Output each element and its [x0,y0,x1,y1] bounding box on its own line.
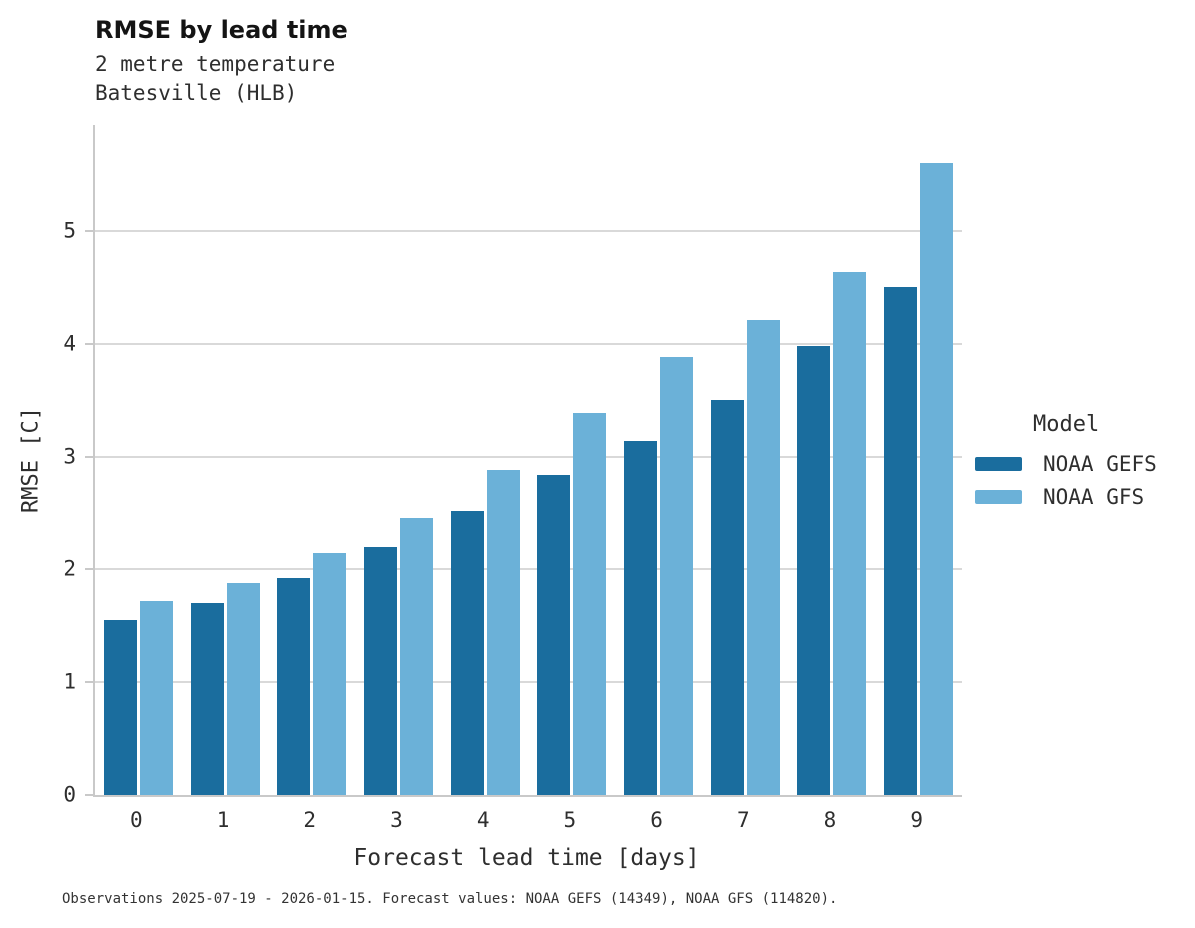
bar-group-lead-7 [702,125,789,795]
x-tick-label-7: 7 [736,808,750,832]
bar-noaa-gefs-lead-1 [190,603,224,795]
x-tick-labels: 0 1 2 3 4 5 6 7 8 9 [93,808,960,833]
bar-group-lead-9 [875,125,962,795]
x-tick-label-0: 0 [130,808,143,832]
bar-noaa-gfs-lead-8 [833,271,867,795]
bar-noaa-gefs-lead-8 [797,346,831,795]
gridline-y-3 [95,455,962,458]
footer-caption: Observations 2025-07-19 - 2026-01-15. Fo… [62,891,838,907]
y-tick-label-5: 5 [63,218,76,243]
x-tick-label-2: 2 [303,808,317,832]
y-axis: 0 1 2 3 4 5 [0,125,93,805]
y-tick-label-3: 3 [63,444,76,469]
bar-noaa-gefs-lead-2 [277,578,311,795]
bar-group-lead-4 [442,125,529,795]
bar-noaa-gfs-lead-0 [139,601,173,795]
x-tick-label-3: 3 [390,808,403,832]
bar-group-lead-5 [529,125,616,795]
y-tick-mark-1 [85,681,93,684]
y-tick-mark-0 [85,794,93,796]
legend-entry-gfs: NOAA GFS [975,480,1190,513]
legend-entry-gefs: NOAA GEFS [975,447,1190,480]
bar-noaa-gfs-lead-7 [746,320,780,795]
legend-label-gfs: NOAA GFS [1043,484,1145,509]
gridline-y-4 [95,342,962,345]
x-tick-label-5: 5 [563,808,577,832]
x-tick-label-6: 6 [650,808,663,832]
legend-swatch-gefs-icon [975,456,1022,471]
bar-noaa-gfs-lead-4 [486,470,520,795]
bar-group-lead-6 [615,125,702,795]
bar-group-lead-3 [355,125,442,795]
bar-group-lead-2 [268,125,355,795]
y-tick-label-1: 1 [63,669,76,694]
gridline-y-2 [95,568,962,571]
legend-title: Model [1033,412,1100,437]
y-tick-label-4: 4 [63,331,76,356]
legend-swatch-gfs-icon [975,489,1022,504]
bar-group-lead-1 [182,125,269,795]
legend: Model NOAA GEFS NOAA GFS [975,412,1190,513]
x-tick-label-4: 4 [476,808,490,832]
bar-noaa-gfs-lead-6 [660,357,694,795]
chart-subtitle-variable: 2 metre temperature [95,52,336,76]
x-axis-label: Forecast lead time [days] [353,845,700,871]
legend-label-gefs: NOAA GEFS [1043,451,1157,476]
plot-area [93,125,962,797]
bar-noaa-gefs-lead-5 [537,474,571,795]
chart-subtitle-station: Batesville (HLB) [95,81,298,105]
bar-noaa-gfs-lead-2 [313,552,347,795]
x-tick-label-1: 1 [216,808,230,832]
bar-group-lead-0 [95,125,182,795]
bar-noaa-gefs-lead-6 [624,440,658,795]
y-tick-mark-4 [85,342,93,345]
gridline-y-5 [95,230,962,233]
y-tick-label-0: 0 [63,782,76,807]
bar-noaa-gefs-lead-7 [710,400,744,795]
y-tick-mark-5 [85,230,93,233]
y-tick-label-2: 2 [63,556,76,581]
y-tick-mark-3 [85,455,93,458]
x-tick-label-9: 9 [910,808,923,832]
y-tick-mark-2 [85,568,93,571]
bar-noaa-gefs-lead-3 [363,546,397,795]
bar-noaa-gefs-lead-9 [884,287,918,795]
bar-noaa-gfs-lead-5 [573,412,607,795]
bar-noaa-gfs-lead-9 [920,163,954,795]
bar-noaa-gfs-lead-3 [399,517,433,795]
gridline-y-1 [95,681,962,684]
bar-noaa-gefs-lead-4 [450,510,484,795]
x-tick-label-8: 8 [823,808,837,832]
bar-group-lead-8 [789,125,876,795]
bar-noaa-gfs-lead-1 [226,582,260,795]
chart-title: RMSE by lead time [95,16,348,44]
bar-noaa-gefs-lead-0 [103,620,137,795]
bars-container [95,125,962,795]
